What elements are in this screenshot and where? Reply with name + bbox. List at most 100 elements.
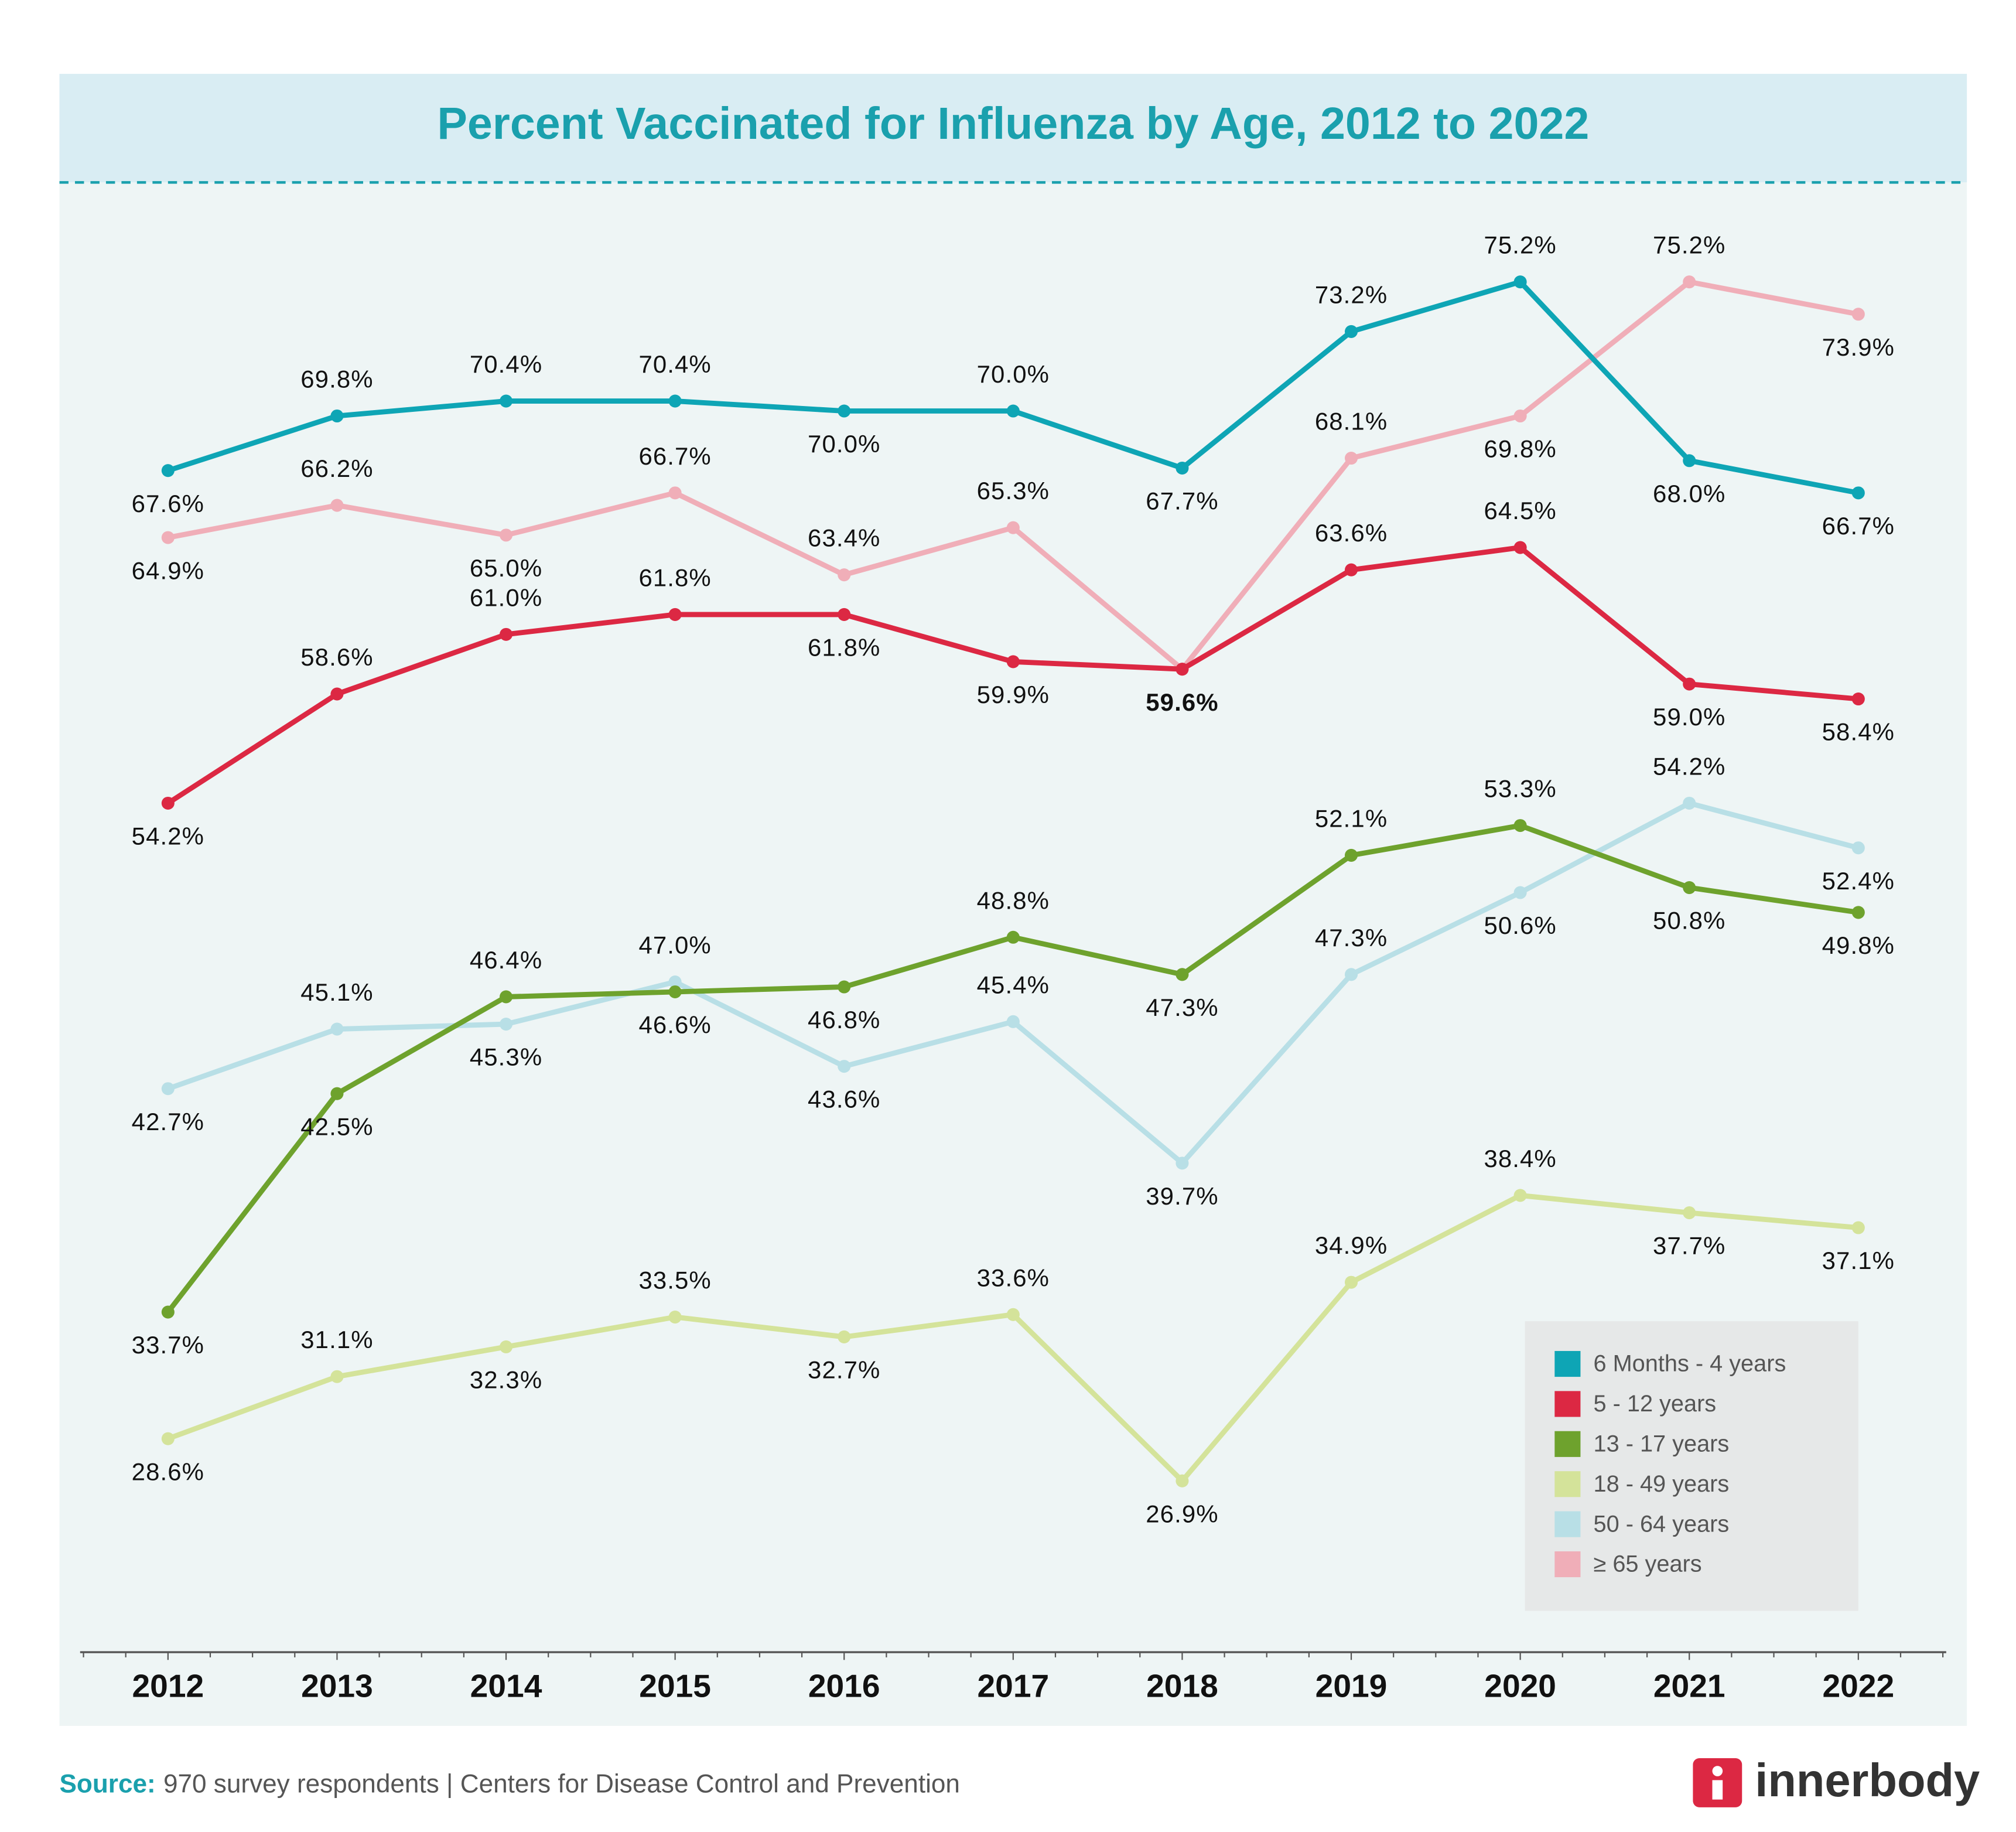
data-point	[1513, 409, 1527, 423]
legend-swatch	[1554, 1391, 1581, 1417]
data-label: 70.0%	[977, 360, 1050, 388]
data-label: 66.2%	[300, 455, 373, 482]
data-label: 58.4%	[1822, 718, 1895, 746]
data-label: 70.0%	[808, 430, 880, 458]
data-label: 68.0%	[1653, 480, 1725, 507]
data-label: 63.6%	[1315, 519, 1388, 547]
data-label: 38.4%	[1484, 1145, 1556, 1172]
data-label: 59.0%	[1653, 703, 1725, 731]
legend-label: 18 - 49 years	[1594, 1471, 1730, 1497]
legend-label: 50 - 64 years	[1594, 1511, 1730, 1537]
data-point	[838, 1060, 851, 1073]
data-label: 75.2%	[1484, 231, 1556, 259]
data-label: 61.8%	[638, 564, 711, 591]
data-label: 67.6%	[132, 490, 204, 517]
data-point	[499, 1018, 513, 1031]
data-point	[1513, 541, 1527, 554]
data-label: 64.5%	[1484, 497, 1556, 524]
data-label: 42.5%	[300, 1113, 373, 1140]
data-point	[838, 404, 851, 418]
data-point	[838, 608, 851, 621]
chart-title: Percent Vaccinated for Influenza by Age,…	[437, 98, 1589, 149]
data-point	[668, 1311, 682, 1324]
data-point	[330, 409, 344, 423]
data-point	[499, 627, 513, 641]
legend-swatch	[1554, 1551, 1581, 1578]
data-point	[838, 980, 851, 994]
data-point	[1176, 968, 1189, 981]
data-label: 75.2%	[1653, 231, 1725, 259]
legend-swatch	[1554, 1471, 1581, 1497]
data-label: 43.6%	[808, 1086, 880, 1113]
data-point	[1006, 521, 1020, 534]
x-tick-label: 2014	[470, 1667, 542, 1704]
data-point	[1683, 1206, 1696, 1220]
logo-text: innerbody	[1755, 1754, 1980, 1806]
data-label: 47.0%	[638, 932, 711, 959]
legend-label: 13 - 17 years	[1594, 1431, 1730, 1457]
data-point	[1344, 451, 1358, 465]
legend-swatch	[1554, 1431, 1581, 1457]
data-point	[1176, 1474, 1189, 1488]
data-label: 50.6%	[1484, 912, 1556, 939]
data-label: 28.6%	[132, 1458, 204, 1485]
data-label: 73.2%	[1315, 281, 1388, 308]
data-label: 45.1%	[300, 978, 373, 1006]
data-label: 31.1%	[300, 1326, 373, 1353]
data-label: 73.9%	[1822, 333, 1895, 361]
data-label: 34.9%	[1315, 1231, 1388, 1259]
data-label: 59.6%	[1146, 688, 1218, 716]
data-point	[1851, 308, 1865, 321]
data-point	[1851, 906, 1865, 919]
data-point	[1344, 1275, 1358, 1289]
data-label: 70.4%	[470, 350, 542, 378]
data-label: 32.7%	[808, 1356, 880, 1384]
data-label: 65.3%	[977, 477, 1050, 504]
data-point	[1683, 881, 1696, 895]
x-tick-label: 2012	[132, 1667, 204, 1704]
data-label: 70.4%	[638, 350, 711, 378]
source: Source: 970 survey respondents | Centers …	[59, 1769, 959, 1798]
data-label: 49.8%	[1822, 932, 1895, 959]
data-label: 45.3%	[470, 1043, 542, 1071]
data-point	[1851, 1221, 1865, 1234]
data-point	[161, 531, 175, 544]
x-tick-label: 2020	[1484, 1667, 1556, 1704]
data-point	[1513, 819, 1527, 833]
data-label: 68.1%	[1315, 408, 1388, 435]
data-label: 33.5%	[638, 1267, 711, 1294]
data-point	[330, 1370, 344, 1383]
data-point	[838, 1330, 851, 1343]
data-label: 69.8%	[1484, 435, 1556, 463]
data-label: 42.7%	[132, 1108, 204, 1135]
data-point	[1513, 886, 1527, 899]
data-label: 48.8%	[977, 886, 1050, 914]
data-label: 59.9%	[977, 681, 1050, 708]
data-label: 63.4%	[808, 524, 880, 552]
data-label: 53.3%	[1484, 775, 1556, 803]
x-tick-label: 2018	[1146, 1667, 1218, 1704]
data-point	[330, 499, 344, 512]
x-tick-label: 2017	[977, 1667, 1049, 1704]
data-label: 69.8%	[300, 366, 373, 393]
data-label: 46.4%	[470, 946, 542, 974]
data-point	[161, 1305, 175, 1319]
legend-label: 6 Months - 4 years	[1594, 1351, 1786, 1377]
data-point	[1006, 655, 1020, 668]
data-label: 61.0%	[470, 584, 542, 611]
data-point	[668, 394, 682, 408]
data-point	[1851, 692, 1865, 706]
data-point	[499, 528, 513, 542]
data-point	[1176, 663, 1189, 676]
data-point	[499, 394, 513, 408]
legend-label: 5 - 12 years	[1594, 1391, 1717, 1417]
data-point	[1344, 968, 1358, 981]
data-label: 33.7%	[132, 1331, 204, 1359]
data-point	[161, 1082, 175, 1096]
data-point	[330, 1087, 344, 1100]
data-label: 52.1%	[1315, 804, 1388, 832]
data-label: 58.6%	[300, 643, 373, 671]
source-label: Source:	[59, 1769, 155, 1798]
